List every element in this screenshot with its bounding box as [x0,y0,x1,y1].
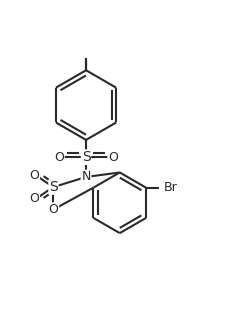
Text: N: N [81,171,90,184]
Text: O: O [108,151,117,164]
Text: S: S [81,150,90,164]
Text: Br: Br [163,181,176,194]
Text: O: O [29,169,39,182]
Text: O: O [48,203,58,216]
Text: O: O [29,192,39,205]
Text: S: S [49,180,58,194]
Text: O: O [54,151,64,164]
